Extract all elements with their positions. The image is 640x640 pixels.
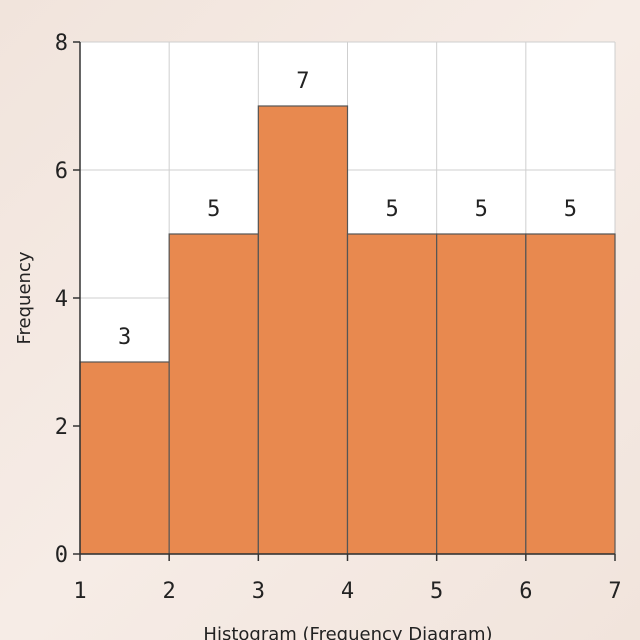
bar-4 bbox=[346, 233, 438, 555]
y-tick-label-0: 0 bbox=[55, 543, 68, 568]
y-tick-label-4: 8 bbox=[55, 31, 68, 56]
y-axis-title: Frequency bbox=[14, 251, 35, 344]
data-label-1: 3 bbox=[118, 325, 131, 350]
x-tick-label-1: 2 bbox=[163, 579, 176, 604]
x-tick-label-6: 7 bbox=[608, 579, 621, 604]
y-tick-label-3: 6 bbox=[55, 159, 68, 184]
x-tick-label-4: 5 bbox=[430, 579, 443, 604]
x-tick-label-3: 4 bbox=[341, 579, 354, 604]
bar-5 bbox=[436, 233, 527, 555]
bar-2 bbox=[168, 233, 259, 555]
axes bbox=[73, 41, 616, 561]
y-tick-label-2: 4 bbox=[55, 287, 68, 312]
x-axis-title: Histogram (Frequency Diagram) bbox=[203, 624, 492, 640]
x-tick-label-2: 3 bbox=[252, 579, 265, 604]
x-tick-label-5: 6 bbox=[519, 579, 532, 604]
x-tick-labels: 1 2 3 4 5 6 7 bbox=[73, 579, 621, 604]
y-tick-label-1: 2 bbox=[55, 415, 68, 440]
data-label-2: 5 bbox=[207, 197, 220, 222]
bar-1 bbox=[79, 361, 170, 555]
y-tick-labels: 0 2 4 6 8 bbox=[55, 31, 68, 568]
bars bbox=[79, 105, 616, 555]
data-label-4: 5 bbox=[385, 197, 398, 222]
data-labels: 3 5 7 5 5 5 bbox=[118, 69, 577, 350]
bar-3 bbox=[257, 105, 349, 555]
x-tick-label-0: 1 bbox=[73, 579, 86, 604]
data-label-3: 7 bbox=[296, 69, 309, 94]
data-label-5: 5 bbox=[475, 197, 488, 222]
data-label-6: 5 bbox=[564, 197, 577, 222]
bar-6 bbox=[525, 233, 616, 555]
